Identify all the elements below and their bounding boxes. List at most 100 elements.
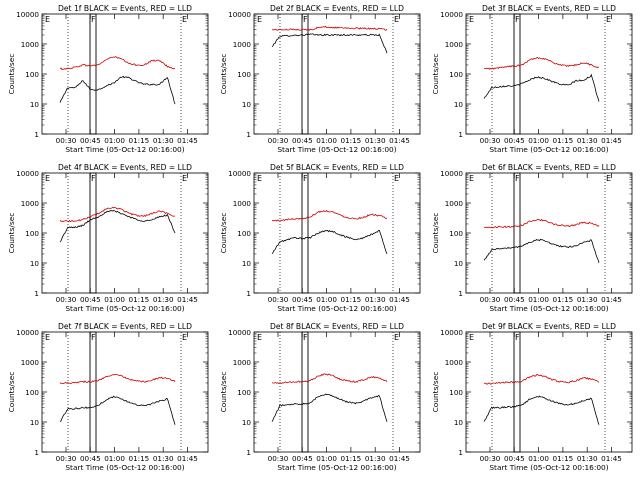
y-tick-label: 10: [242, 100, 252, 109]
marker-label: F: [91, 15, 96, 24]
y-tick-label: 1000: [445, 199, 464, 208]
plot-frame: [41, 13, 209, 135]
flare-interval-box: [301, 172, 309, 294]
y-tick-label: 10: [30, 100, 40, 109]
flare-interval-box: [513, 13, 521, 135]
lld-series-line: [59, 374, 176, 385]
detector-panel: Det 1f BLACK = Events, RED = LLD 1 10 100 10…: [7, 4, 209, 154]
x-tick-label: 01:45: [389, 454, 410, 463]
marker-label: F: [303, 15, 308, 24]
x-tick-label: 01:30: [365, 454, 386, 463]
marker-label: F: [303, 333, 308, 342]
marker-label: F: [91, 174, 96, 183]
marker-label: E: [606, 333, 611, 342]
x-tick-label: 00:30: [56, 295, 77, 304]
x-tick-label: 01:15: [129, 295, 150, 304]
panel-title: Det 2f BLACK = Events, RED = LLD: [270, 4, 404, 13]
flare-interval-box: [89, 13, 97, 135]
flare-interval-box: [301, 13, 309, 135]
y-tick-label: 1000: [233, 40, 252, 49]
x-tick-label: 00:45: [504, 454, 525, 463]
y-tick-label: 1: [34, 448, 39, 457]
marker-label: F: [515, 333, 520, 342]
panel-title: Det 3f BLACK = Events, RED = LLD: [482, 4, 616, 13]
detector-panel: Det 7f BLACK = Events, RED = LLD 1 10 100 10…: [7, 322, 209, 472]
x-axis-label: Start Time (05-Oct-12 00:16:00): [65, 463, 184, 472]
x-tick-label: 01:00: [104, 454, 125, 463]
y-tick-label: 10: [454, 100, 464, 109]
x-axis-label: Start Time (05-Oct-12 00:16:00): [277, 145, 396, 154]
lld-series-line: [483, 218, 600, 229]
lld-series-line: [483, 373, 600, 385]
marker-label: E: [394, 174, 399, 183]
y-axis-label: Counts/sec: [431, 54, 440, 95]
lld-series-line: [59, 56, 176, 70]
x-tick-label: 00:45: [80, 454, 101, 463]
x-tick-label: 00:30: [480, 454, 501, 463]
x-tick-label: 00:45: [292, 454, 313, 463]
panel-title: Det 5f BLACK = Events, RED = LLD: [270, 163, 404, 172]
panel-title: Det 7f BLACK = Events, RED = LLD: [58, 322, 192, 331]
y-tick-label: 10: [454, 418, 464, 427]
y-tick-label: 1: [246, 289, 251, 298]
marker-label: E: [257, 15, 262, 24]
events-series-line: [59, 210, 176, 243]
x-tick-label: 01:30: [153, 454, 174, 463]
detector-panel: Det 9f BLACK = Events, RED = LLD 1 10 100 10…: [431, 322, 633, 472]
y-axis-label: Counts/sec: [219, 372, 228, 413]
panel-title: Det 9f BLACK = Events, RED = LLD: [482, 322, 616, 331]
y-tick-label: 10000: [16, 328, 39, 337]
marker-label: E: [606, 174, 611, 183]
plot-frame: [465, 172, 633, 294]
x-axis-label: Start Time (05-Oct-12 00:16:00): [489, 463, 608, 472]
x-axis-label: Start Time (05-Oct-12 00:16:00): [277, 463, 396, 472]
y-axis-label: Counts/sec: [431, 213, 440, 254]
flare-interval-box: [89, 331, 97, 453]
x-tick-label: 00:30: [480, 136, 501, 145]
detector-panel: Det 3f BLACK = Events, RED = LLD 1 10 100 10…: [431, 4, 633, 154]
y-axis-label: Counts/sec: [7, 372, 16, 413]
y-tick-label: 10: [454, 259, 464, 268]
marker-label: E: [606, 15, 611, 24]
plot-frame: [465, 13, 633, 135]
marker-label: E: [182, 15, 187, 24]
y-tick-label: 10: [242, 418, 252, 427]
detector-panel: Det 5f BLACK = Events, RED = LLD 1 10 100 10…: [219, 163, 421, 313]
marker-label: E: [394, 333, 399, 342]
detector-panel: Det 6f BLACK = Events, RED = LLD 1 10 100 10…: [431, 163, 633, 313]
marker-label: F: [515, 15, 520, 24]
x-tick-label: 01:45: [389, 136, 410, 145]
x-tick-label: 01:15: [129, 136, 150, 145]
lld-series-line: [59, 206, 175, 223]
y-tick-label: 1: [458, 130, 463, 139]
x-tick-label: 01:45: [601, 136, 622, 145]
x-tick-label: 01:15: [129, 454, 150, 463]
y-tick-label: 100: [237, 388, 251, 397]
plot-frame: [253, 13, 421, 135]
x-tick-label: 01:30: [577, 454, 598, 463]
x-tick-label: 00:30: [268, 295, 289, 304]
y-tick-label: 10: [30, 418, 40, 427]
y-axis-label: Counts/sec: [431, 372, 440, 413]
y-tick-label: 100: [449, 388, 463, 397]
x-tick-label: 01:00: [528, 454, 549, 463]
y-tick-label: 10000: [440, 169, 463, 178]
events-series-line: [59, 395, 176, 425]
lld-series-line: [271, 373, 388, 385]
x-tick-label: 01:30: [153, 295, 174, 304]
y-tick-label: 10000: [16, 169, 39, 178]
events-series-line: [483, 73, 600, 102]
marker-label: E: [469, 174, 474, 183]
y-tick-label: 10: [30, 259, 40, 268]
x-tick-label: 00:45: [292, 136, 313, 145]
y-tick-label: 10000: [440, 10, 463, 19]
y-tick-label: 10: [242, 259, 252, 268]
marker-label: E: [469, 333, 474, 342]
x-tick-label: 00:45: [292, 295, 313, 304]
y-tick-label: 1000: [233, 199, 252, 208]
y-tick-label: 1: [458, 448, 463, 457]
y-tick-label: 100: [449, 70, 463, 79]
x-tick-label: 01:00: [528, 295, 549, 304]
x-tick-label: 00:30: [480, 295, 501, 304]
